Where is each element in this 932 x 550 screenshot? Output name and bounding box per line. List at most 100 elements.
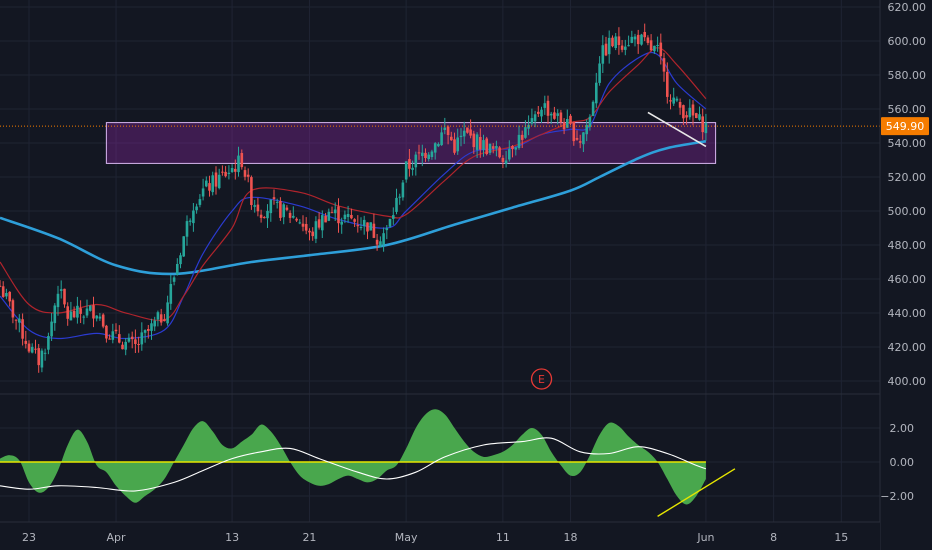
- candle-body: [488, 143, 492, 153]
- earnings-marker[interactable]: E: [530, 368, 553, 390]
- signal-line: [0, 437, 707, 492]
- candle-body: [150, 323, 153, 331]
- candle-body: [666, 71, 669, 97]
- candle-body: [543, 103, 547, 108]
- candle-body: [417, 152, 421, 154]
- candle-body: [646, 37, 650, 43]
- candle-body: [627, 45, 630, 47]
- price-axis[interactable]: 620.00 600.00 580.00 560.00 540.00 520.00 500.…: [879, 0, 932, 550]
- price-axis-background: [880, 0, 932, 550]
- candle-body: [21, 319, 24, 339]
- price-tag-box: [881, 117, 929, 136]
- candle-body: [272, 197, 276, 199]
- candle-body: [27, 343, 31, 352]
- candle-body: [540, 109, 543, 117]
- price-tick-label: 420.00: [888, 341, 927, 354]
- candle-body: [688, 107, 692, 118]
- candle-body: [8, 291, 11, 302]
- price-pane[interactable]: E: [0, 23, 880, 390]
- candle-body: [685, 115, 688, 118]
- candle-body: [359, 227, 363, 228]
- oscillator-tick-labels: 2.00 0.00 −2.00: [880, 422, 914, 503]
- candle-body: [382, 233, 385, 245]
- candle-body: [537, 111, 540, 114]
- candle-body: [53, 305, 57, 324]
- candle-body: [662, 58, 666, 72]
- candle-body: [292, 215, 295, 218]
- candle-body: [101, 314, 105, 327]
- candle-body: [282, 204, 285, 218]
- candle-body: [176, 264, 179, 275]
- candle-body: [549, 113, 553, 116]
- candle-body: [601, 45, 605, 64]
- candle-body: [404, 161, 408, 180]
- candle-body: [221, 171, 224, 173]
- candle-body: [79, 308, 82, 314]
- candle-body: [47, 336, 50, 350]
- oscillator-tick-label: 2.00: [890, 422, 915, 435]
- candle-body: [343, 214, 347, 220]
- oscillator-tick-label: 0.00: [890, 456, 915, 469]
- candle-body: [440, 132, 443, 146]
- candle-body: [392, 215, 395, 219]
- candle-body: [201, 188, 205, 197]
- candle-body: [375, 239, 379, 245]
- candle-body: [127, 337, 131, 342]
- candle-body: [92, 305, 95, 319]
- price-tick-label: 540.00: [888, 137, 927, 150]
- oscillator-trend-line: [657, 468, 736, 517]
- candle-body: [179, 255, 182, 265]
- time-tick-label: May: [395, 531, 418, 544]
- candle-body: [614, 36, 617, 48]
- candle-body: [304, 224, 308, 231]
- price-trend-line[interactable]: [647, 111, 707, 148]
- candle-body: [472, 133, 476, 148]
- candle-body: [427, 154, 430, 159]
- last-price-tag: 549.90: [881, 117, 929, 136]
- candle-body: [372, 223, 376, 238]
- candle-body: [450, 136, 453, 141]
- price-tick-label: 440.00: [888, 307, 927, 320]
- candle-body: [508, 149, 511, 160]
- candle-body: [582, 132, 585, 145]
- candle-body: [14, 319, 18, 321]
- candle-body: [266, 210, 269, 219]
- candle-body: [604, 43, 608, 56]
- time-axis[interactable]: 23 Apr 13 21 May 11 18 Jun 8 15: [0, 521, 880, 550]
- candle-body: [34, 348, 37, 350]
- candle-body: [491, 146, 495, 149]
- histogram-area: [0, 409, 706, 505]
- candle-body: [250, 177, 253, 205]
- candle-body: [172, 277, 176, 282]
- candle-body: [114, 329, 118, 332]
- oscillator-lines: [0, 437, 736, 517]
- candle-body: [111, 331, 115, 340]
- candle-body: [595, 82, 598, 104]
- candle-body: [121, 344, 124, 350]
- resistance-zone[interactable]: [105, 122, 717, 164]
- candle-body: [482, 140, 485, 150]
- candle-body: [195, 206, 198, 211]
- candle-body: [147, 329, 150, 331]
- candle-body: [701, 116, 704, 133]
- candle-body: [408, 159, 411, 169]
- candle-body: [433, 143, 437, 153]
- candle-body: [327, 211, 331, 221]
- candle-body: [607, 37, 611, 55]
- candle-body: [437, 144, 440, 147]
- time-tick-label: 8: [770, 531, 777, 544]
- candle-body: [672, 97, 675, 104]
- candle-body: [585, 125, 588, 135]
- candle-body: [243, 170, 247, 177]
- candle-body: [295, 218, 298, 221]
- price-tick-label: 560.00: [888, 103, 927, 116]
- candle-body: [527, 124, 530, 129]
- candle-body: [411, 167, 414, 170]
- candle-body: [321, 215, 324, 231]
- time-tick-label: Jun: [696, 531, 714, 544]
- price-tick-label: 580.00: [888, 69, 927, 82]
- oscillator-pane[interactable]: [0, 409, 736, 517]
- candle-body: [559, 112, 563, 123]
- candle-body: [546, 100, 550, 116]
